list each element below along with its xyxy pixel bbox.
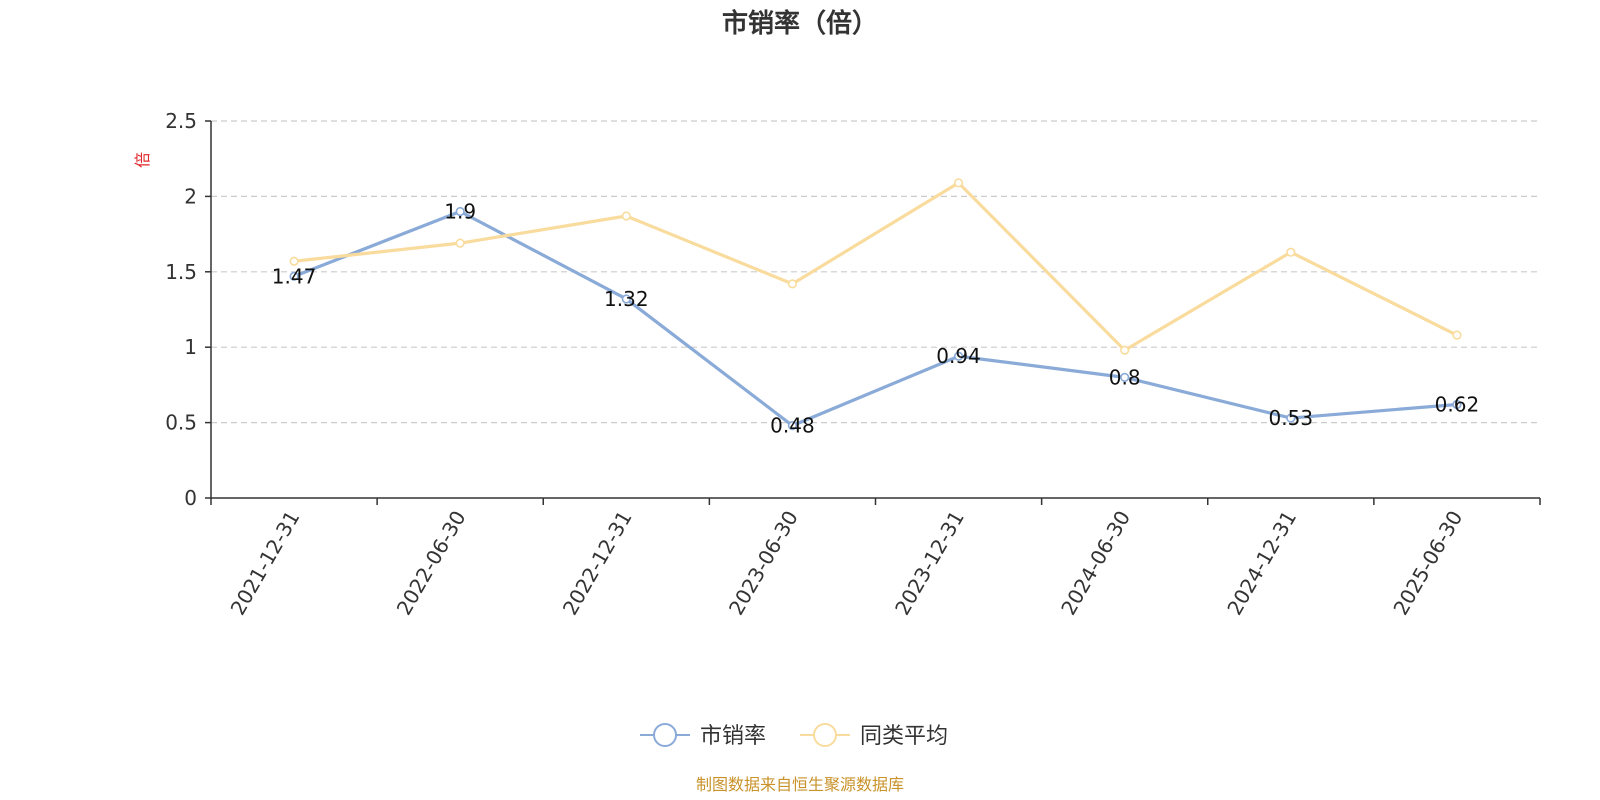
data-label: 1.9 xyxy=(444,199,476,223)
x-tick-label: 2024-12-31 xyxy=(1222,507,1301,620)
x-tick-label: 2022-12-31 xyxy=(558,507,637,620)
data-label: 0.94 xyxy=(936,344,981,368)
series-2-point xyxy=(1120,345,1130,355)
x-tick-label: 2023-12-31 xyxy=(890,507,969,620)
series-2-point xyxy=(455,238,465,248)
series-2-point xyxy=(953,178,964,188)
series-line-1 xyxy=(293,209,1458,428)
series-2-point xyxy=(289,256,299,266)
series-1-point xyxy=(1286,413,1296,423)
series-1-point xyxy=(953,351,964,361)
y-tick-label: 1.5 xyxy=(165,260,197,284)
series-1-point xyxy=(1452,399,1462,410)
series-line-2 xyxy=(293,181,1458,352)
legend-item-series-1-marker xyxy=(653,723,677,747)
chart-title: 市销率（倍） xyxy=(722,8,878,39)
x-tick-label: 2022-06-30 xyxy=(392,507,471,620)
series-2-point xyxy=(1452,330,1462,340)
series-2-point xyxy=(787,279,798,289)
data-label: 0.62 xyxy=(1435,393,1480,417)
series-1-point xyxy=(289,271,299,281)
data-label: 1.47 xyxy=(272,264,317,288)
data-label: 0.8 xyxy=(1109,365,1141,389)
source-note: 制图数据来自恒生聚源数据库 xyxy=(696,775,904,794)
y-tick-label: 2.5 xyxy=(165,109,197,133)
data-label: 1.32 xyxy=(604,287,649,311)
y-tick-label: 2 xyxy=(184,184,197,208)
x-tick-label: 2025-06-30 xyxy=(1388,507,1467,620)
y-tick-label: 0.5 xyxy=(165,411,197,435)
x-tick-label: 2023-06-30 xyxy=(724,507,803,620)
data-label: 0.48 xyxy=(770,414,815,438)
legend-item-series-2-marker xyxy=(813,723,837,747)
series-2-point xyxy=(621,211,631,221)
legend-item-series-1-label: 市销率 xyxy=(700,724,766,749)
series-2-point xyxy=(1286,247,1296,257)
series-1-point xyxy=(1120,372,1130,382)
series-1-point xyxy=(455,206,465,217)
y-tick-label: 1 xyxy=(184,335,197,359)
series-1-point xyxy=(621,294,631,304)
x-tick-label: 2021-12-31 xyxy=(225,507,304,620)
y-tick-label: 0 xyxy=(184,486,197,510)
series-1-point xyxy=(787,421,798,431)
x-tick-label: 2024-06-30 xyxy=(1056,507,1135,620)
y-axis-unit: 倍 xyxy=(133,152,152,168)
data-label: 0.53 xyxy=(1269,406,1314,430)
legend-item-series-2-label: 同类平均 xyxy=(860,724,948,749)
